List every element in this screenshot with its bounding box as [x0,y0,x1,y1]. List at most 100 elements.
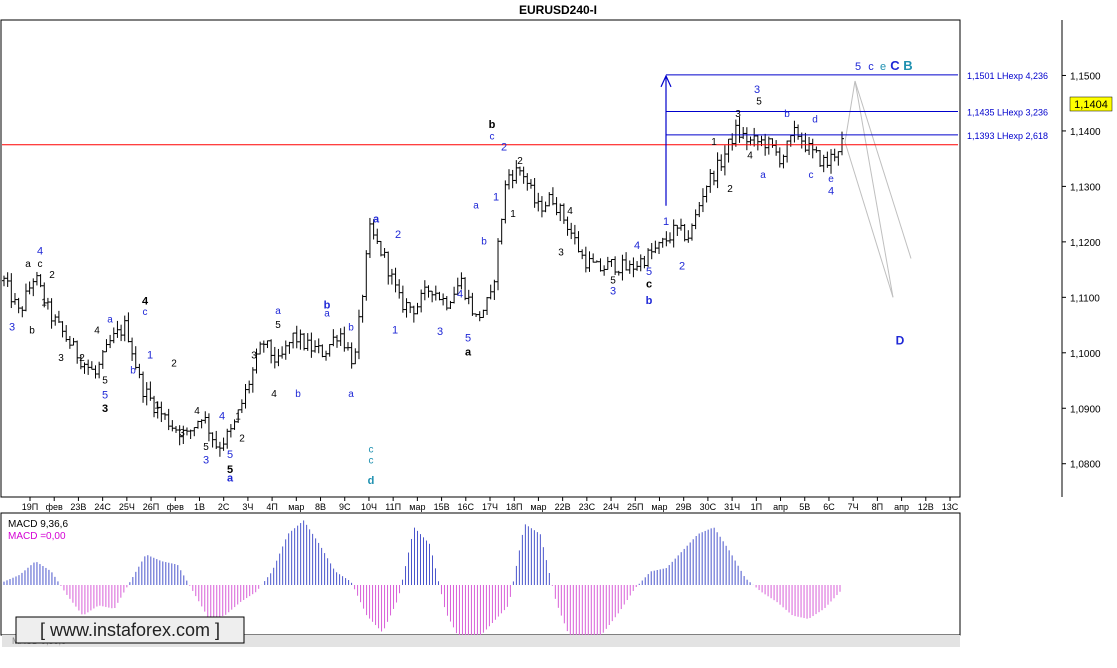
x-tick-label-20: 18П [506,502,522,512]
target-levels: 1,1501 LHexp 4,236 1,1435 LHexp 3,236 1,13… [2,71,1048,146]
wave-label-40: 2 [395,229,401,241]
wave-label-17: 1 [147,349,153,361]
wave-label-45: 3 [437,326,443,338]
wave-label-51: 2 [501,141,507,153]
wave-label-65: 2 [679,261,685,273]
price-axis: 1,1500 1,1400 1,1300 1,1200 1,1100 1,1000 1,09… [1062,71,1101,471]
wave-label-18: 2 [171,359,177,370]
wave-label-14: b [130,365,136,376]
wave-label-82: C [890,58,900,73]
target-label-2: 1,1393 LHexp 2,618 [967,131,1048,141]
fan-line-base [844,141,894,298]
x-tick-label-28: 30С [700,502,717,512]
x-tick-label-14: 10Ч [361,502,377,512]
wave-label-60: 5 [610,275,616,286]
wave-label-12: 5 [102,389,108,401]
wave-label-76: d [812,115,818,126]
wave-label-83: B [903,58,912,73]
x-tick-label-25: 25П [627,502,643,512]
wave-label-35: b [324,299,331,311]
wave-label-62: 5 [646,266,652,278]
wave-label-57: 4 [567,206,573,217]
x-tick-label-37: 12В [918,502,934,512]
x-tick-label-38: 13С [942,502,959,512]
y-tick-label-4: 1,1100 [1070,293,1100,304]
wave-label-3: 2 [49,270,55,281]
wave-label-10: 2 [79,353,85,364]
wave-label-79: 5 [855,61,861,73]
y-tick-label-3: 1,1200 [1070,238,1101,249]
y-tick-label-1: 1,1400 [1070,127,1101,138]
wave-label-78: 4 [828,186,834,198]
watermark-box [15,616,245,644]
wave-label-20: 3 [179,428,185,439]
wave-label-15: 4 [142,296,149,308]
target-label-0: 1,1501 LHexp 4,236 [967,71,1048,81]
x-tick-label-4: 25Ч [119,502,135,512]
wave-label-50: c [490,131,495,142]
wave-label-63: c [646,278,652,290]
wave-label-42: c [369,445,374,456]
wave-label-74: b [784,109,790,120]
wave-label-2: c [38,259,43,270]
watermark-text: [ www.instaforex.com ] [40,620,220,640]
x-tick-label-31: апр [773,502,788,512]
wave-label-16: c [143,307,148,318]
wave-label-56: 1 [510,209,516,220]
wave-label-11: 5 [102,375,108,386]
x-tick-label-2: 23В [70,502,86,512]
wave-label-39: a [373,213,380,225]
wave-label-27: 5 [227,449,233,461]
wave-label-70: 4 [747,151,753,162]
wave-label-46: 4 [457,288,463,300]
wave-label-77: e [828,174,834,185]
wave-label-71: 3 [754,84,760,96]
svg-text:1,1404: 1,1404 [1074,99,1108,111]
x-tick-label-35: 8П [872,502,883,512]
wave-label-59: 4 [634,240,640,252]
wave-label-84: D [896,333,905,347]
wave-label-22: 4 [219,410,225,422]
fan-line-lower [854,80,894,298]
x-tick-label-29: 31Ч [724,502,740,512]
wave-label-30: 3 [251,350,257,361]
wave-label-5: 3 [9,322,15,334]
wave-label-64: b [646,295,653,307]
x-tick-label-6: фев [167,502,184,512]
wave-label-28: 5 [227,464,233,476]
x-tick-label-8: 2С [218,502,230,512]
wave-label-58: 3 [558,248,564,259]
wave-label-54: b [481,237,487,248]
wave-label-43: c [369,456,374,467]
wave-label-55: 2 [517,156,523,167]
y-tick-label-7: 1,0800 [1070,460,1101,471]
x-tick-label-17: 15В [434,502,450,512]
wave-label-73: a [760,170,766,181]
wave-label-38: a [348,389,354,400]
x-tick-label-5: 26П [143,502,159,512]
wave-label-61: 3 [610,286,616,298]
price-plot-frame [0,19,961,498]
x-tick-label-7: 1В [194,502,205,512]
wave-label-44: d [368,475,375,487]
wave-label-37: b [348,323,354,334]
x-tick-label-9: 3Ч [242,502,253,512]
wave-label-81: e [880,61,886,73]
price-bar [840,131,844,156]
target-label-1: 1,1435 LHexp 3,236 [967,108,1048,118]
wave-label-21: 4 [194,406,200,417]
wave-label-47: 5 [465,333,471,345]
wave-label-29: a [227,472,234,484]
macd-value-label: MACD =0,00 [8,531,66,542]
arrow-head [660,74,672,88]
x-tick-label-1: фев [46,502,63,512]
wave-label-32: a [275,306,281,317]
y-tick-label-6: 1,0900 [1070,404,1101,415]
x-tick-label-22: 22В [555,502,571,512]
wave-label-66: 1 [663,216,669,228]
wave-label-75: c [809,170,814,181]
x-tick-label-16: мар [409,502,425,512]
projection-arrow [660,74,672,206]
wave-label-24: 2 [239,434,245,445]
